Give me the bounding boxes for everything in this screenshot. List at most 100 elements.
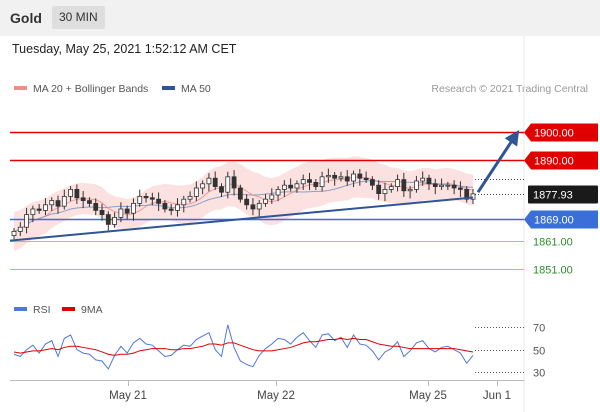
legend-item-9ma: 9MA xyxy=(62,304,103,316)
timestamp: Tuesday, May 25, 2021 1:52:12 AM CET xyxy=(12,42,237,56)
level-labels-layer: 1900.00 1890.00 1877.93 1869.00 1861.00 1851.… xyxy=(524,123,598,277)
candle-up xyxy=(11,230,17,236)
candle-up xyxy=(24,214,29,228)
price-label-bg-1900.00 xyxy=(524,123,598,142)
price-label-1861.00: 1861.00 xyxy=(533,237,573,249)
candle-up xyxy=(439,184,444,187)
candle-up xyxy=(206,177,212,185)
candle-up xyxy=(181,198,187,206)
time-axis: May 21 May 22 May 25 Jun 1 xyxy=(10,380,524,402)
candle-down xyxy=(105,214,111,225)
trendline-layer xyxy=(9,129,520,242)
candle-down xyxy=(162,202,168,210)
legend-label-rsi: RSI xyxy=(33,304,51,316)
legend-label-ma20: MA 20 + Bollinger Bands xyxy=(33,83,149,95)
candle-down xyxy=(124,208,130,214)
candle-up xyxy=(256,202,262,210)
candle-down xyxy=(231,176,237,189)
candle-up xyxy=(68,188,73,197)
candlestick-layer xyxy=(11,168,476,239)
candle-up xyxy=(269,194,275,200)
candle-down xyxy=(212,177,218,187)
candle-up xyxy=(137,195,143,204)
candle-down xyxy=(156,198,162,204)
candle-down xyxy=(307,179,312,183)
timeframe-button[interactable]: 30 MIN xyxy=(52,6,105,29)
candle-up xyxy=(187,195,193,200)
legend-label-9ma: 9MA xyxy=(81,304,103,316)
price-label-1851.00: 1851.00 xyxy=(533,265,573,277)
candle-down xyxy=(313,181,319,187)
candle-up xyxy=(193,187,199,197)
price-label-1890.00: 1890.00 xyxy=(534,156,574,168)
rsi-panel: 70 50 30 xyxy=(13,323,545,380)
rsi-tick-70: 70 xyxy=(533,323,545,335)
candle-up xyxy=(470,193,476,200)
projection-arrow xyxy=(476,129,520,194)
candle-up xyxy=(30,208,36,215)
candle-down xyxy=(357,173,363,179)
legend-swatch-ma20 xyxy=(14,86,27,91)
candle-down xyxy=(149,197,155,200)
candle-down xyxy=(464,188,470,200)
price-label-bg-1890.00 xyxy=(524,151,598,170)
legend-swatch-9ma xyxy=(62,307,75,312)
candle-up xyxy=(445,184,451,187)
legend-item-ma20: MA 20 + Bollinger Bands xyxy=(14,83,148,95)
candle-down xyxy=(401,179,407,192)
candle-up xyxy=(338,176,344,179)
candle-up xyxy=(118,208,124,218)
legend-label-ma50: MA 50 xyxy=(181,83,211,95)
price-label-1869.00: 1869.00 xyxy=(534,215,574,227)
candle-up xyxy=(17,226,23,232)
time-tick-label: Jun 1 xyxy=(483,390,511,402)
candle-up xyxy=(414,180,419,190)
candle-up xyxy=(294,183,300,189)
rsi-tick-50: 50 xyxy=(533,346,545,358)
candle-up xyxy=(61,195,67,207)
candle-down xyxy=(36,208,42,211)
rsi-series-9ma xyxy=(13,337,474,356)
candle-down xyxy=(55,200,61,207)
chart-header: Gold 30 MIN xyxy=(0,0,600,36)
candle-up xyxy=(275,188,281,196)
credit-text: Research © 2021 Trading Central xyxy=(431,83,588,95)
price-label-last-text: 1877.93 xyxy=(533,190,573,202)
candle-down xyxy=(74,188,80,199)
candle-down xyxy=(332,174,338,179)
candle-down xyxy=(369,179,375,186)
rsi-tick-30: 30 xyxy=(533,368,545,380)
candle-up xyxy=(395,179,400,188)
candle-up xyxy=(407,188,413,192)
instrument-title: Gold xyxy=(10,10,42,26)
candle-down xyxy=(288,184,294,189)
candle-down xyxy=(376,184,382,194)
candle-down xyxy=(432,183,438,188)
rsi-series-rsi xyxy=(13,324,474,370)
candle-up xyxy=(225,176,231,193)
candle-down xyxy=(244,198,250,206)
candle-down xyxy=(363,177,369,180)
candle-down xyxy=(219,186,224,193)
candle-up xyxy=(388,186,394,190)
level-lines-layer xyxy=(10,131,524,270)
candle-down xyxy=(237,187,243,200)
legend-item-rsi: RSI xyxy=(14,304,51,316)
legend-swatch-ma50 xyxy=(162,86,175,91)
legend-item-ma50: MA 50 xyxy=(162,83,211,95)
candle-up xyxy=(325,174,331,178)
candle-down xyxy=(143,195,149,199)
candle-up xyxy=(281,184,287,190)
candle-down xyxy=(168,208,174,211)
candle-up xyxy=(319,176,325,188)
candle-up xyxy=(263,198,268,204)
price-label-1900.00: 1900.00 xyxy=(534,128,574,140)
bollinger-band xyxy=(14,156,473,251)
candle-up xyxy=(351,173,356,182)
candle-up xyxy=(300,179,306,185)
candle-down xyxy=(99,209,105,215)
candle-down xyxy=(344,176,350,182)
candle-down xyxy=(426,177,432,185)
candle-down xyxy=(458,187,463,190)
